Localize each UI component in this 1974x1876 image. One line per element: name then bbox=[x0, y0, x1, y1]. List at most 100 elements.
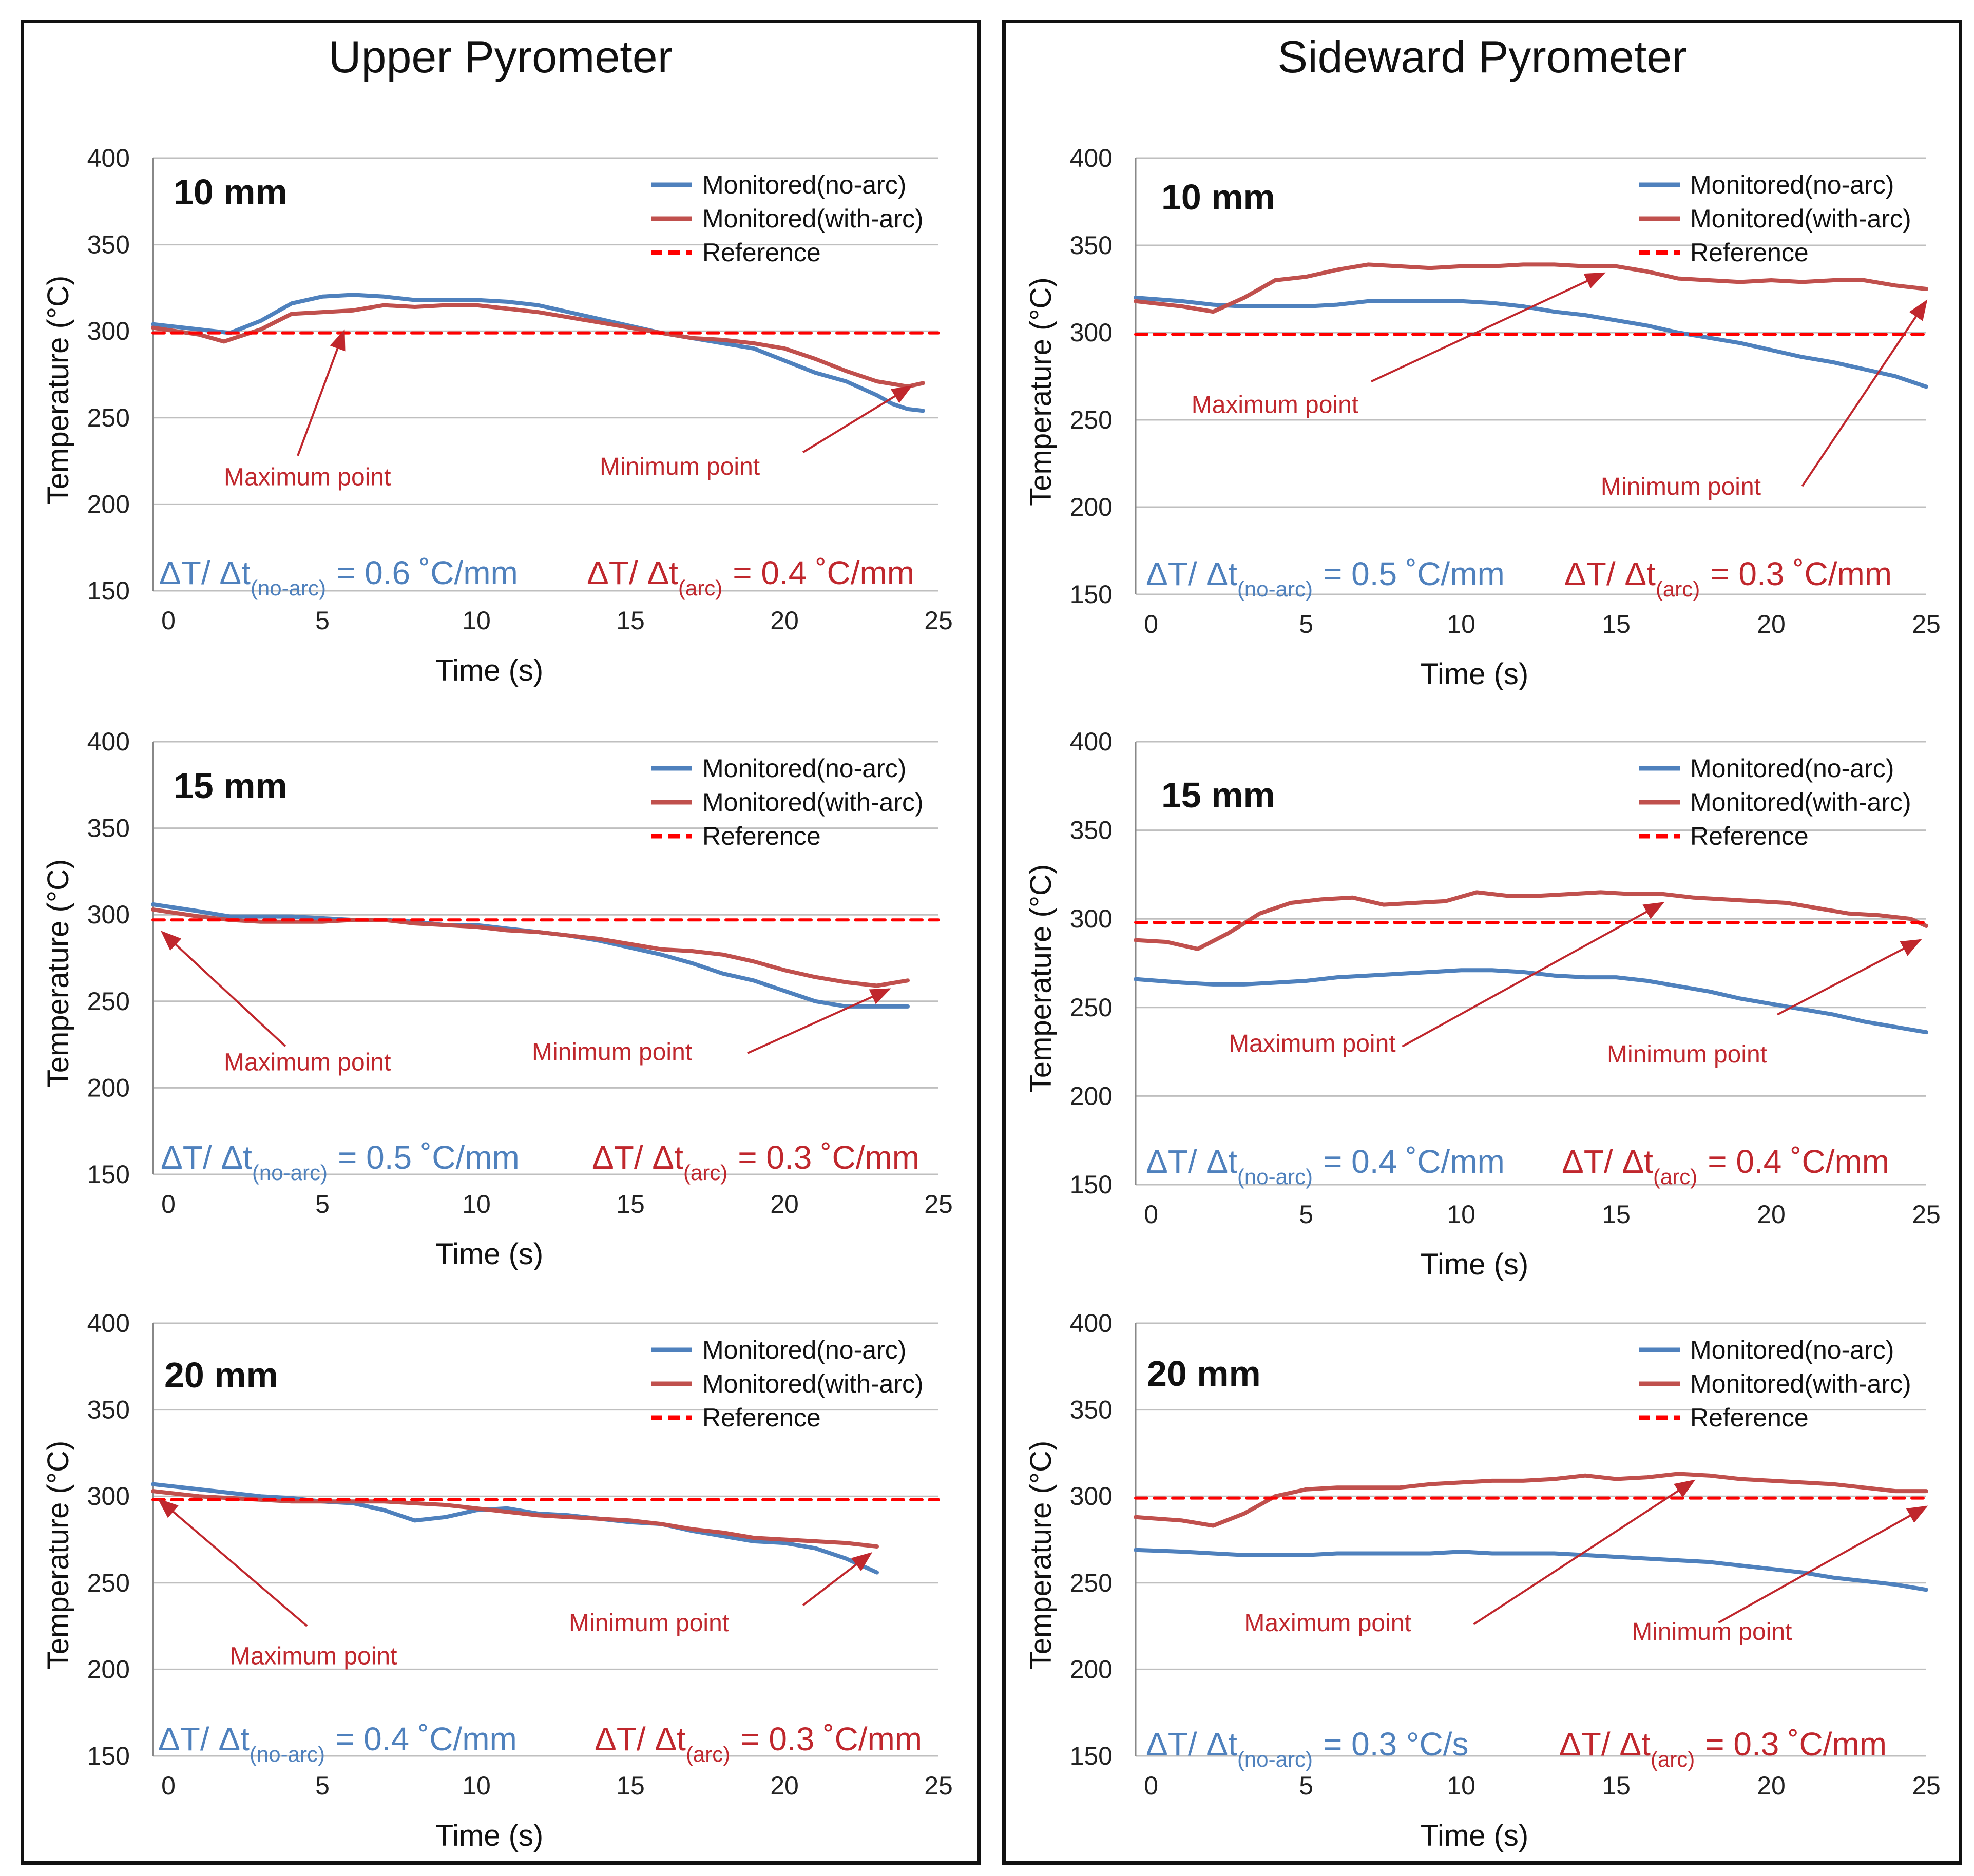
gradient-arc-value: = 0.3 ˚C/mm bbox=[740, 1720, 922, 1757]
x-axis-label: Time (s) bbox=[435, 1819, 543, 1852]
y-tick-label: 400 bbox=[1070, 727, 1113, 756]
y-tick-label: 150 bbox=[1070, 1742, 1113, 1770]
y-tick-label: 150 bbox=[1070, 580, 1113, 609]
minimum-point-label: Minimum point bbox=[1632, 1618, 1792, 1646]
legend-no-arc-label: Monitored(no-arc) bbox=[702, 754, 906, 783]
distance-label: 20 mm bbox=[1147, 1353, 1261, 1394]
y-tick-label: 250 bbox=[1070, 405, 1113, 434]
gradient-arc-value: = 0.4 ˚C/mm bbox=[1708, 1143, 1889, 1180]
gradient-arc-prefix: ΔT/ Δt bbox=[592, 1139, 683, 1176]
series-no-arc-line bbox=[1134, 968, 1928, 1035]
maximum-point-label: Maximum point bbox=[224, 463, 391, 491]
gradient-arc-prefix: ΔT/ Δt bbox=[1559, 1726, 1651, 1763]
legend-with-arc-label: Monitored(with-arc) bbox=[1690, 788, 1911, 817]
series-with-arc-line bbox=[151, 303, 925, 389]
gradient-no-arc-subscript: (no-arc) bbox=[250, 1742, 325, 1766]
series-with-arc-line bbox=[1134, 262, 1928, 314]
gradient-arc-text: ΔT/ Δt(arc) = 0.3 ˚C/mm bbox=[595, 1720, 922, 1766]
x-tick-label: 20 bbox=[770, 1190, 799, 1219]
y-tick-label: 200 bbox=[87, 1073, 130, 1102]
gradient-arc-value: = 0.3 ˚C/mm bbox=[738, 1139, 919, 1176]
gradient-no-arc-prefix: ΔT/ Δt bbox=[1146, 1726, 1237, 1763]
maximum-point-arrow bbox=[1371, 272, 1606, 383]
legend-with-arc-label: Monitored(with-arc) bbox=[1690, 204, 1911, 233]
gradient-arc-value: = 0.4 ˚C/mm bbox=[733, 554, 914, 591]
x-axis-label: Time (s) bbox=[1421, 657, 1528, 691]
distance-label: 10 mm bbox=[1161, 177, 1275, 217]
minimum-point-label: Minimum point bbox=[600, 453, 760, 480]
legend-reference-label: Reference bbox=[1690, 238, 1809, 267]
y-tick-label: 300 bbox=[1070, 1482, 1113, 1511]
y-tick-label: 400 bbox=[87, 144, 130, 172]
series-with-arc-line bbox=[1134, 890, 1928, 951]
maximum-point-label: Maximum point bbox=[1229, 1030, 1395, 1057]
gradient-arc-value: = 0.3 ˚C/mm bbox=[1710, 555, 1892, 592]
gradient-no-arc-text: ΔT/ Δt(no-arc) = 0.5 ˚C/mm bbox=[1146, 555, 1505, 601]
series-no-arc-line bbox=[151, 1482, 879, 1575]
legend-with-arc-label: Monitored(with-arc) bbox=[702, 204, 924, 233]
y-tick-label: 300 bbox=[1070, 904, 1113, 933]
gradient-arc-subscript: (arc) bbox=[683, 1161, 727, 1185]
chart-4: 150 200 250 300 350 400 0 5 10 15 20 25 Time (s) Temp… bbox=[1024, 727, 1941, 1281]
minimum-point-label: Minimum point bbox=[569, 1610, 729, 1637]
maximum-point-label: Maximum point bbox=[1192, 391, 1358, 418]
series-with-arc-line bbox=[151, 907, 910, 988]
y-tick-label: 350 bbox=[1070, 816, 1113, 845]
x-tick-label: 25 bbox=[924, 1771, 953, 1800]
x-tick-label: 10 bbox=[1447, 1771, 1475, 1800]
gradient-arc-text: ΔT/ Δt(arc) = 0.3 ˚C/mm bbox=[1559, 1726, 1887, 1771]
y-tick-label: 250 bbox=[87, 1569, 130, 1597]
y-tick-label: 350 bbox=[1070, 231, 1113, 260]
distance-label: 15 mm bbox=[174, 766, 288, 806]
gradient-no-arc-value: = 0.4 ˚C/mm bbox=[1323, 1143, 1505, 1180]
x-tick-label: 0 bbox=[1144, 1200, 1158, 1229]
legend-reference-label: Reference bbox=[1690, 822, 1809, 850]
x-tick-label: 5 bbox=[315, 1190, 330, 1219]
y-tick-label: 350 bbox=[87, 814, 130, 843]
gradient-no-arc-text: ΔT/ Δt(no-arc) = 0.4 ˚C/mm bbox=[1146, 1143, 1505, 1189]
chart-0: 150 200 250 300 350 400 0 5 10 15 20 25 Time (s) Temp… bbox=[42, 144, 953, 687]
gradient-no-arc-prefix: ΔT/ Δt bbox=[161, 1139, 252, 1176]
x-tick-label: 20 bbox=[1757, 1200, 1786, 1229]
legend-reference-label: Reference bbox=[702, 1403, 821, 1432]
chart-2: 150 200 250 300 350 400 0 5 10 15 20 25 Time (s) Temp… bbox=[42, 1309, 953, 1852]
y-tick-label: 150 bbox=[87, 1160, 130, 1189]
y-tick-label: 400 bbox=[87, 727, 130, 756]
y-tick-label: 200 bbox=[1070, 493, 1113, 521]
minimum-point-arrow bbox=[747, 988, 891, 1054]
minimum-point-label: Minimum point bbox=[1607, 1041, 1767, 1068]
x-tick-label: 25 bbox=[1912, 1771, 1941, 1800]
maximum-point-label: Maximum point bbox=[230, 1642, 397, 1670]
x-tick-label: 20 bbox=[1757, 1771, 1786, 1800]
maximum-point-label: Maximum point bbox=[1244, 1610, 1411, 1637]
y-axis-label: Temperature (°C) bbox=[1024, 1441, 1058, 1669]
gradient-no-arc-subscript: (no-arc) bbox=[1237, 1165, 1313, 1189]
gradient-arc-subscript: (arc) bbox=[1656, 577, 1700, 601]
minimum-point-arrow bbox=[1801, 299, 1928, 487]
y-tick-label: 300 bbox=[87, 1482, 130, 1511]
gradient-no-arc-text: ΔT/ Δt(no-arc) = 0.6 ˚C/mm bbox=[159, 554, 518, 600]
gradient-arc-text: ΔT/ Δt(arc) = 0.4 ˚C/mm bbox=[587, 554, 914, 600]
minimum-point-arrow bbox=[1718, 1505, 1928, 1624]
maximum-point-label: Maximum point bbox=[224, 1049, 391, 1076]
gradient-arc-prefix: ΔT/ Δt bbox=[595, 1720, 686, 1757]
y-axis-label: Temperature (°C) bbox=[1024, 277, 1058, 506]
gradient-arc-subscript: (arc) bbox=[678, 576, 722, 600]
gradient-no-arc-prefix: ΔT/ Δt bbox=[158, 1720, 250, 1757]
series-no-arc-line bbox=[1134, 296, 1928, 389]
gradient-no-arc-value: = 0.6 ˚C/mm bbox=[336, 554, 518, 591]
x-axis-label: Time (s) bbox=[435, 654, 543, 687]
x-tick-label: 0 bbox=[161, 1771, 176, 1800]
x-tick-label: 10 bbox=[462, 606, 491, 635]
maximum-point-arrow bbox=[157, 1498, 308, 1627]
x-axis-label: Time (s) bbox=[1421, 1819, 1528, 1852]
distance-label: 10 mm bbox=[174, 172, 288, 212]
legend-reference-label: Reference bbox=[1690, 1403, 1809, 1432]
gradient-no-arc-value: = 0.3 °C/s bbox=[1323, 1726, 1469, 1763]
y-tick-label: 350 bbox=[87, 1396, 130, 1424]
gradient-no-arc-value: = 0.5 ˚C/mm bbox=[1323, 555, 1505, 592]
maximum-point-arrow bbox=[297, 329, 346, 456]
legend-with-arc-label: Monitored(with-arc) bbox=[1690, 1369, 1911, 1398]
distance-label: 15 mm bbox=[1161, 775, 1275, 815]
